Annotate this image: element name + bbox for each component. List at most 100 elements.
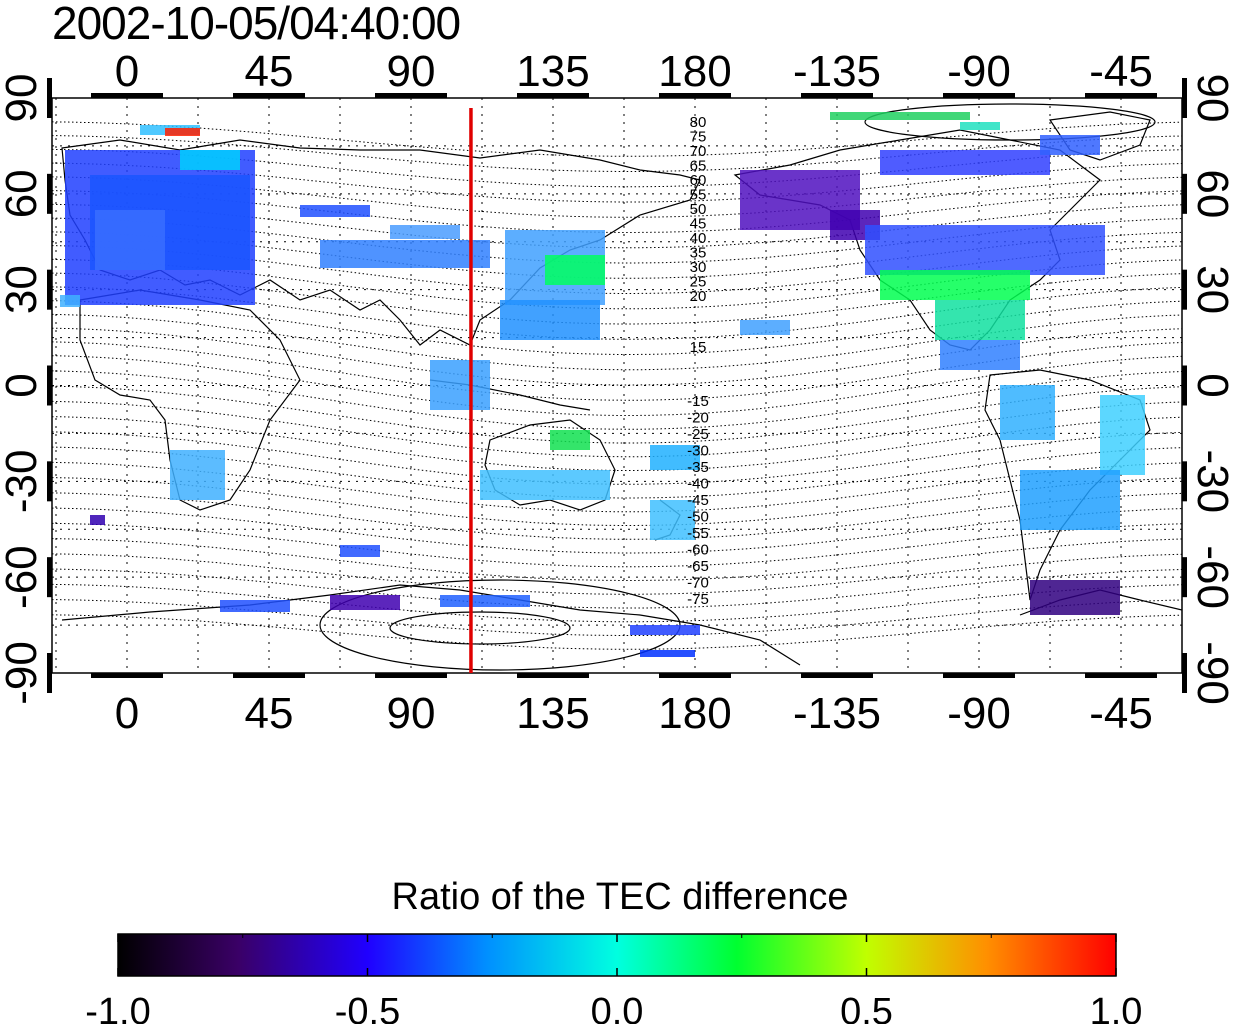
contour-label: -20 [687,410,709,427]
tec-patch [740,320,790,335]
y-tick-label-left: -60 [0,545,46,609]
colorbar-ticks: -1.0 -0.5 0.0 0.5 1.0 [85,934,1142,1024]
contour-label: -75 [687,591,709,608]
tec-patch [60,295,80,307]
colorbar-title: Ratio of the TEC difference [391,876,849,918]
y-tick-bar [47,557,52,598]
contour-label: 45 [690,216,707,233]
contour-line [52,583,1182,623]
y-tick-label-right: 60 [1188,169,1237,218]
y-tick-label-right: 0 [1188,373,1237,397]
contour-line [52,341,1182,401]
x-tick-label-bottom: -90 [947,689,1011,738]
x-tick-label-bottom: 135 [516,689,589,738]
colorbar: -1.0 -0.5 0.0 0.5 1.0 [85,933,1142,1024]
x-tick-label-bottom: 45 [245,689,294,738]
tec-patch [550,430,590,450]
x-tick-bar [943,93,1015,98]
x-tick-label-top: -135 [793,47,881,96]
contour-line [389,611,571,645]
x-tick-label-top: 45 [245,47,294,96]
x-tick-bar [517,673,589,678]
colorbar-tick-label: -0.5 [335,991,400,1024]
x-tick-bar [1085,673,1157,678]
x-tick-label-bottom: 0 [115,689,139,738]
tec-patch [940,340,1020,370]
contour-line [52,300,1182,355]
contour-line [52,135,1182,172]
contour-label: 60 [690,172,707,189]
x-tick-bar [659,673,731,678]
x-tick-label-top: 180 [658,47,731,96]
contour-line [52,313,1182,371]
contour-line [52,538,1182,581]
y-tick-bar [47,365,52,406]
y-tick-label-left: 0 [0,373,46,397]
contour-line [52,461,1182,513]
colorbar-tick-label: -1.0 [85,991,150,1024]
colorbar-tick-label: 0.0 [591,991,644,1024]
y-tick-label-right: -30 [1188,450,1237,514]
africa-outline [79,289,301,511]
tec-patch [430,360,490,410]
x-tick-bar [659,93,731,98]
contour-label: 20 [690,288,707,305]
contour-line [52,400,1182,458]
tec-patch [320,240,490,268]
contour-label: -55 [687,525,709,542]
y-tick-bar [47,461,52,502]
contour-label: 70 [690,143,707,160]
tec-patch [650,500,695,540]
x-tick-bar [375,93,447,98]
tec-patch [95,210,165,270]
tec-ratio-data [60,112,1145,657]
x-tick-label-top: 0 [115,47,139,96]
x-tick-label-bottom: 180 [658,689,731,738]
contour-line [52,327,1182,386]
contour-label: 25 [690,274,707,291]
axis-ticks: 0045459090135135180180-135-135-90-90-45-… [0,47,1237,738]
tec-patch [1100,395,1145,475]
tec-patch [830,112,970,120]
contour-label: -15 [687,393,709,410]
tec-patch [165,128,200,136]
x-tick-label-top: -90 [947,47,1011,96]
contour-label: -30 [687,443,709,460]
y-tick-bar [1182,461,1187,502]
tec-patch [640,650,695,657]
y-tick-label-right: -60 [1188,545,1237,609]
contour-line [52,431,1182,485]
y-tick-bar [47,173,52,214]
contour-label: 80 [690,114,707,131]
contour-label: -70 [687,575,709,592]
x-tick-bar [1085,93,1157,98]
contour-line [52,553,1182,595]
contour-line [52,492,1182,540]
contour-label: -40 [687,476,709,493]
tec-patch [650,445,700,470]
y-tick-bar [1182,557,1187,598]
contour-label: -65 [687,558,709,575]
contour-label: 35 [690,245,707,262]
x-tick-bar [801,93,873,98]
x-tick-bar [233,673,305,678]
tec-patch [545,255,605,285]
tec-patch [480,470,610,500]
contour-label: 50 [690,201,707,218]
x-tick-bar [375,673,447,678]
tec-patch [300,205,370,217]
tec-patch [180,150,240,170]
contour-label: 40 [690,230,707,247]
y-tick-label-right: 90 [1188,74,1237,123]
colorbar-tick-label: 1.0 [1090,991,1143,1024]
tec-patch [880,150,1050,175]
y-tick-label-right: 30 [1188,265,1237,314]
x-tick-label-bottom: -135 [793,689,881,738]
colorbar-tick-label: 0.5 [840,991,893,1024]
tec-patch [880,270,1030,300]
x-tick-bar [517,93,589,98]
x-tick-bar [91,93,163,98]
x-tick-label-bottom: -45 [1089,689,1153,738]
tec-patch [330,595,400,610]
y-tick-bar [1182,269,1187,310]
